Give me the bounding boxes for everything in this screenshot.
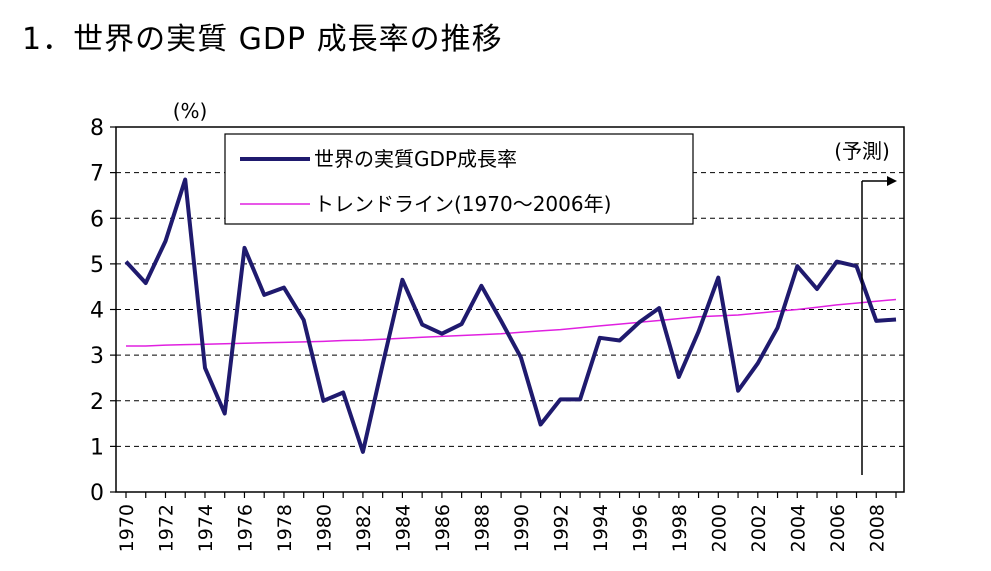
- forecast-arrow-head-icon: [887, 176, 897, 186]
- legend-label-trend: トレンドライン(1970〜2006年): [314, 192, 611, 216]
- x-tick-label: 1980: [313, 504, 335, 552]
- x-tick-label: 1974: [195, 504, 217, 552]
- x-tick-label: 1998: [669, 504, 691, 552]
- x-tick-label: 1978: [274, 504, 296, 552]
- x-tick-label: 1994: [590, 504, 612, 552]
- x-axis-ticks: 1970 1972 1974 1976 1978 1980 1982 1984 1986 1988…: [116, 492, 897, 552]
- x-tick-label: 1986: [432, 504, 454, 552]
- y-axis-ticks: 0 1 2 3 4 5 6 7 8: [90, 116, 116, 506]
- x-tick-label: 1988: [471, 504, 493, 552]
- y-tick-label: 0: [90, 481, 104, 506]
- x-tick-label: 1982: [353, 504, 375, 552]
- series-line-gdp-growth: [124, 177, 897, 454]
- page-title: 1．世界の実質 GDP 成長率の推移: [22, 22, 503, 57]
- y-tick-label: 8: [90, 116, 104, 141]
- x-tick-label: 2008: [866, 504, 888, 552]
- series-line-trend: [126, 298, 897, 347]
- x-tick-label: 1990: [511, 504, 533, 552]
- y-tick-label: 4: [90, 299, 104, 324]
- y-tick-label: 3: [90, 344, 104, 369]
- x-tick-label: 1984: [392, 504, 414, 552]
- x-tick-label: 2000: [708, 504, 730, 552]
- x-tick-label: 1970: [116, 504, 138, 552]
- x-tick-label: 1972: [155, 504, 177, 552]
- x-tick-label: 2006: [827, 504, 849, 552]
- x-tick-label: 2004: [787, 504, 809, 552]
- y-tick-label: 5: [90, 253, 104, 278]
- y-axis-unit-label: (%): [173, 99, 208, 123]
- legend: 世界の実質GDP成長率 トレンドライン(1970〜2006年): [224, 133, 694, 225]
- y-tick-label: 7: [90, 162, 104, 187]
- y-tick-label: 6: [90, 207, 104, 232]
- legend-box: [224, 133, 694, 225]
- legend-label-main: 世界の実質GDP成長率: [314, 147, 517, 171]
- x-tick-label: 1992: [550, 504, 572, 552]
- x-tick-label: 1976: [234, 504, 256, 552]
- forecast-label: (予測): [834, 139, 890, 163]
- y-tick-label: 1: [90, 435, 104, 460]
- series: [124, 177, 897, 454]
- x-tick-label: 2002: [748, 504, 770, 552]
- y-tick-label: 2: [90, 390, 104, 415]
- x-tick-label: 1996: [629, 504, 651, 552]
